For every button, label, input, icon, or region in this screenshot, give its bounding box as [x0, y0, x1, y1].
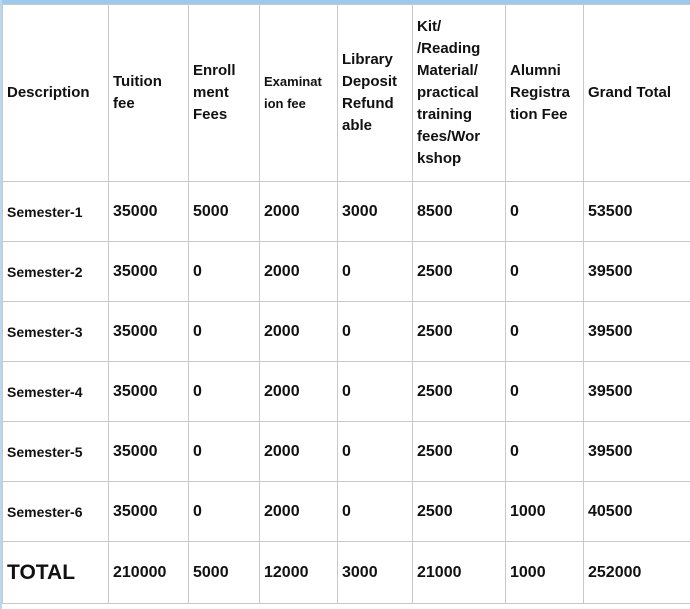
- total-library-deposit: 3000: [337, 541, 413, 604]
- fee-table: Description Tuition fee Enroll ment Fees…: [2, 4, 690, 604]
- cell-examination-fee: 2000: [259, 241, 338, 302]
- cell-library-deposit: 0: [337, 241, 413, 302]
- header-description: Description: [2, 4, 109, 182]
- cell-alumni-registration: 0: [505, 421, 584, 482]
- cell-alumni-registration: 0: [505, 241, 584, 302]
- cell-tuition-fee: 35000: [108, 181, 189, 242]
- cell-library-deposit: 0: [337, 301, 413, 362]
- header-alumni-registration-text: Alumni Registra tion Fee: [510, 62, 571, 123]
- header-tuition-fee: Tuition fee: [108, 4, 189, 182]
- cell-enrollment-fees: 5000: [188, 181, 260, 242]
- total-tuition-fee: 210000: [108, 541, 189, 604]
- cell-description: Semester-4: [2, 361, 109, 422]
- total-alumni-registration: 1000: [505, 541, 584, 604]
- cell-examination-fee: 2000: [259, 181, 338, 242]
- cell-description: Semester-1: [2, 181, 109, 242]
- cell-alumni-registration: 0: [505, 181, 584, 242]
- header-library-deposit: Library Deposit Refund able: [337, 4, 413, 182]
- cell-tuition-fee: 35000: [108, 241, 189, 302]
- cell-alumni-registration: 1000: [505, 481, 584, 542]
- cell-alumni-registration: 0: [505, 361, 584, 422]
- cell-kit-reading-material: 8500: [412, 181, 506, 242]
- total-enrollment-fees: 5000: [188, 541, 260, 604]
- cell-tuition-fee: 35000: [108, 361, 189, 422]
- total-kit-reading-material: 21000: [412, 541, 506, 604]
- cell-description: Semester-6: [2, 481, 109, 542]
- left-border: [0, 0, 2, 609]
- table-row: Semester-6 35000 0 2000 0 2500 1000 40500: [2, 481, 690, 542]
- header-kit-reading-material: Kit/ /Reading Material/ practical traini…: [412, 4, 506, 182]
- cell-alumni-registration: 0: [505, 301, 584, 362]
- cell-kit-reading-material: 2500: [412, 361, 506, 422]
- cell-examination-fee: 2000: [259, 361, 338, 422]
- cell-tuition-fee: 35000: [108, 421, 189, 482]
- header-grand-total: Grand Total: [583, 4, 690, 182]
- cell-library-deposit: 0: [337, 481, 413, 542]
- cell-tuition-fee: 35000: [108, 301, 189, 362]
- cell-kit-reading-material: 2500: [412, 421, 506, 482]
- cell-description: Semester-3: [2, 301, 109, 362]
- table-row: Semester-1 35000 5000 2000 3000 8500 0 53500: [2, 181, 690, 242]
- cell-kit-reading-material: 2500: [412, 481, 506, 542]
- cell-grand-total: 39500: [583, 241, 690, 302]
- header-row: Description Tuition fee Enroll ment Fees…: [2, 4, 690, 182]
- header-enrollment-fees-text: Enroll ment Fees: [193, 62, 236, 123]
- total-description: TOTAL: [2, 541, 109, 604]
- cell-tuition-fee: 35000: [108, 481, 189, 542]
- cell-grand-total: 40500: [583, 481, 690, 542]
- cell-library-deposit: 0: [337, 421, 413, 482]
- header-tuition-fee-text: Tuition fee: [113, 73, 162, 112]
- cell-enrollment-fees: 0: [188, 301, 260, 362]
- header-alumni-registration: Alumni Registra tion Fee: [505, 4, 584, 182]
- cell-examination-fee: 2000: [259, 481, 338, 542]
- header-examination-fee: Examinat ion fee: [259, 4, 338, 182]
- header-examination-fee-text: Examinat ion fee: [264, 74, 322, 111]
- table-row: Semester-4 35000 0 2000 0 2500 0 39500: [2, 361, 690, 422]
- cell-enrollment-fees: 0: [188, 481, 260, 542]
- cell-grand-total: 39500: [583, 361, 690, 422]
- cell-description: Semester-5: [2, 421, 109, 482]
- table-row: Semester-5 35000 0 2000 0 2500 0 39500: [2, 421, 690, 482]
- total-examination-fee: 12000: [259, 541, 338, 604]
- header-library-deposit-text: Library Deposit Refund able: [342, 51, 398, 134]
- header-enrollment-fees: Enroll ment Fees: [188, 4, 260, 182]
- cell-description: Semester-2: [2, 241, 109, 302]
- cell-grand-total: 39500: [583, 421, 690, 482]
- table-row: Semester-3 35000 0 2000 0 2500 0 39500: [2, 301, 690, 362]
- cell-grand-total: 39500: [583, 301, 690, 362]
- total-row: TOTAL 210000 5000 12000 3000 21000 1000 252000: [2, 541, 690, 604]
- cell-examination-fee: 2000: [259, 421, 338, 482]
- cell-grand-total: 53500: [583, 181, 690, 242]
- cell-kit-reading-material: 2500: [412, 301, 506, 362]
- cell-library-deposit: 3000: [337, 181, 413, 242]
- top-border: [0, 0, 690, 4]
- header-kit-reading-material-text: Kit/ /Reading Material/ practical traini…: [417, 18, 481, 167]
- cell-enrollment-fees: 0: [188, 241, 260, 302]
- cell-enrollment-fees: 0: [188, 421, 260, 482]
- cell-kit-reading-material: 2500: [412, 241, 506, 302]
- cell-library-deposit: 0: [337, 361, 413, 422]
- cell-examination-fee: 2000: [259, 301, 338, 362]
- total-grand-total: 252000: [583, 541, 690, 604]
- table-row: Semester-2 35000 0 2000 0 2500 0 39500: [2, 241, 690, 302]
- cell-enrollment-fees: 0: [188, 361, 260, 422]
